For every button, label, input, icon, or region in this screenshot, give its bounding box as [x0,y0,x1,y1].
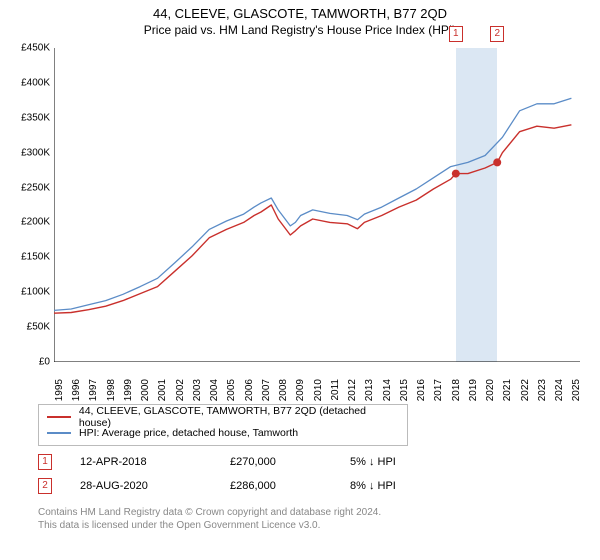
x-tick-label: 2011 [330,379,341,403]
chart-title: 44, CLEEVE, GLASCOTE, TAMWORTH, B77 2QD [0,6,600,21]
x-tick-label: 2022 [520,379,531,403]
x-tick-label: 2019 [468,379,479,403]
x-tick-label: 2009 [295,379,306,403]
x-tick-label: 2000 [140,379,151,403]
sale-price: £270,000 [230,456,350,468]
x-tick-label: 1999 [123,379,134,403]
x-tick-label: 2016 [416,379,427,403]
y-tick-label: £100K [6,287,50,298]
x-tick-label: 2006 [244,379,255,403]
legend-label-blue: HPI: Average price, detached house, Tamw… [79,427,298,439]
x-tick-label: 2015 [399,379,410,403]
sale-date: 12-APR-2018 [80,456,230,468]
sales-table: 1 12-APR-2018 £270,000 5% ↓ HPI 2 28-AUG… [38,452,578,500]
y-tick-label: £250K [6,182,50,193]
footer-line: Contains HM Land Registry data © Crown c… [38,506,582,519]
y-tick-label: £400K [6,77,50,88]
sales-row: 2 28-AUG-2020 £286,000 8% ↓ HPI [38,476,578,496]
sale-marker-box: 1 [449,26,463,42]
x-tick-label: 1997 [88,379,99,403]
x-tick-label: 2017 [433,379,444,403]
legend-swatch-red [47,416,71,418]
x-tick-label: 2021 [502,379,513,403]
sale-diff: 5% ↓ HPI [350,456,450,468]
chart-root: 44, CLEEVE, GLASCOTE, TAMWORTH, B77 2QD … [0,0,600,560]
y-tick-label: £350K [6,112,50,123]
plot-area: £0£50K£100K£150K£200K£250K£300K£350K£400… [54,48,580,362]
x-tick-label: 2001 [157,379,168,403]
chart-subtitle: Price paid vs. HM Land Registry's House … [0,23,600,37]
legend-item-red: 44, CLEEVE, GLASCOTE, TAMWORTH, B77 2QD … [47,409,399,425]
x-tick-label: 2003 [192,379,203,403]
y-tick-label: £50K [6,322,50,333]
sale-marker-2: 2 [38,478,52,494]
x-tick-label: 2008 [278,379,289,403]
x-tick-label: 2023 [537,379,548,403]
chart-svg [54,48,580,362]
sales-row: 1 12-APR-2018 £270,000 5% ↓ HPI [38,452,578,472]
x-tick-label: 2010 [313,379,324,403]
sale-marker-1: 1 [38,454,52,470]
y-tick-label: £450K [6,43,50,54]
sale-marker-box: 2 [490,26,504,42]
legend-swatch-blue [47,432,71,434]
x-tick-label: 2018 [451,379,462,403]
title-block: 44, CLEEVE, GLASCOTE, TAMWORTH, B77 2QD … [0,0,600,37]
legend-label-red: 44, CLEEVE, GLASCOTE, TAMWORTH, B77 2QD … [79,405,399,429]
x-tick-label: 2002 [175,379,186,403]
sale-diff: 8% ↓ HPI [350,480,450,492]
x-tick-label: 2005 [226,379,237,403]
x-tick-label: 2012 [347,379,358,403]
x-tick-label: 2024 [554,379,565,403]
y-tick-label: £300K [6,147,50,158]
x-tick-label: 2020 [485,379,496,403]
x-tick-label: 2007 [261,379,272,403]
x-tick-label: 1996 [71,379,82,403]
x-tick-label: 2025 [571,379,582,403]
sale-date: 28-AUG-2020 [80,480,230,492]
x-tick-label: 1995 [54,379,65,403]
x-tick-label: 2004 [209,379,220,403]
x-tick-label: 2013 [364,379,375,403]
highlight-band [456,48,497,362]
sale-price: £286,000 [230,480,350,492]
y-tick-label: £200K [6,217,50,228]
legend: 44, CLEEVE, GLASCOTE, TAMWORTH, B77 2QD … [38,404,408,446]
x-tick-label: 2014 [382,379,393,403]
footer-line: This data is licensed under the Open Gov… [38,519,582,532]
footer: Contains HM Land Registry data © Crown c… [38,506,582,532]
x-tick-label: 1998 [106,379,117,403]
y-tick-label: £0 [6,357,50,368]
y-tick-label: £150K [6,252,50,263]
